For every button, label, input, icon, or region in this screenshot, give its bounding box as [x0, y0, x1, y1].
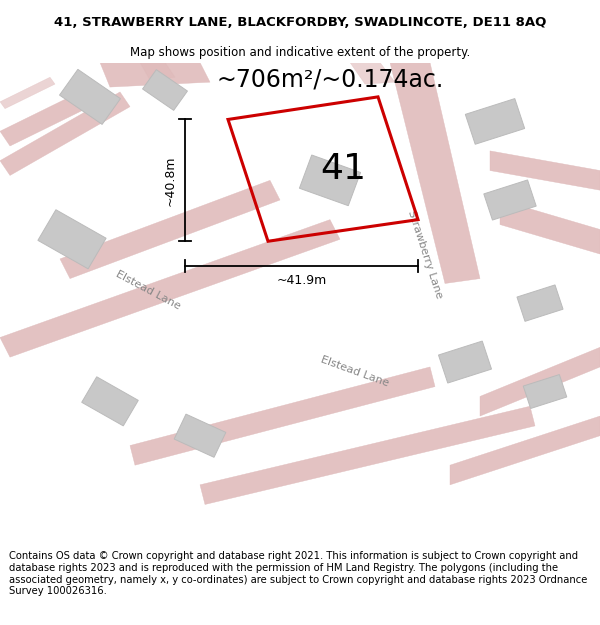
Polygon shape	[466, 99, 524, 144]
Polygon shape	[143, 69, 187, 111]
Polygon shape	[0, 219, 340, 357]
Polygon shape	[38, 210, 106, 269]
Polygon shape	[174, 414, 226, 458]
Polygon shape	[439, 341, 491, 383]
Text: Elstead Lane: Elstead Lane	[114, 269, 182, 312]
Polygon shape	[0, 92, 130, 176]
Text: ~41.9m: ~41.9m	[277, 274, 326, 287]
Polygon shape	[523, 374, 567, 409]
Polygon shape	[500, 200, 600, 254]
Text: Elstead Lane: Elstead Lane	[320, 355, 391, 389]
Polygon shape	[517, 285, 563, 321]
Text: Contains OS data © Crown copyright and database right 2021. This information is : Contains OS data © Crown copyright and d…	[9, 551, 587, 596]
Polygon shape	[59, 69, 121, 124]
Polygon shape	[484, 180, 536, 220]
Polygon shape	[490, 151, 600, 190]
Polygon shape	[0, 92, 90, 146]
Text: 41, STRAWBERRY LANE, BLACKFORDBY, SWADLINCOTE, DE11 8AQ: 41, STRAWBERRY LANE, BLACKFORDBY, SWADLI…	[54, 16, 546, 29]
Text: 41: 41	[320, 152, 366, 186]
Text: Strawberry Lane: Strawberry Lane	[406, 209, 444, 299]
Polygon shape	[390, 62, 480, 284]
Polygon shape	[82, 377, 138, 426]
Text: Map shows position and indicative extent of the property.: Map shows position and indicative extent…	[130, 46, 470, 59]
Polygon shape	[299, 155, 361, 206]
Polygon shape	[100, 62, 210, 87]
Polygon shape	[130, 367, 435, 465]
Polygon shape	[140, 62, 175, 80]
Polygon shape	[450, 416, 600, 485]
Polygon shape	[480, 348, 600, 416]
Polygon shape	[60, 181, 280, 279]
Text: ~706m²/~0.174ac.: ~706m²/~0.174ac.	[217, 68, 443, 92]
Polygon shape	[200, 406, 535, 504]
Text: ~40.8m: ~40.8m	[164, 155, 177, 206]
Polygon shape	[0, 78, 55, 109]
Polygon shape	[350, 62, 395, 84]
